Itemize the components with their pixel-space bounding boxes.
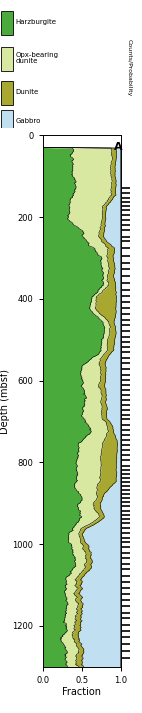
Text: Dunite: Dunite — [16, 89, 39, 95]
Y-axis label: Depth (mbsf): Depth (mbsf) — [0, 369, 10, 434]
Text: Opx-bearing
dunite: Opx-bearing dunite — [16, 52, 59, 64]
FancyBboxPatch shape — [1, 81, 13, 106]
Text: Harzburgite: Harzburgite — [16, 19, 57, 25]
X-axis label: Fraction: Fraction — [62, 687, 101, 697]
FancyBboxPatch shape — [1, 11, 13, 35]
FancyBboxPatch shape — [1, 111, 13, 135]
Text: Gabbro: Gabbro — [16, 118, 41, 124]
FancyBboxPatch shape — [1, 47, 13, 71]
Text: Counts/Probability: Counts/Probability — [127, 39, 132, 96]
Text: A: A — [114, 142, 122, 152]
